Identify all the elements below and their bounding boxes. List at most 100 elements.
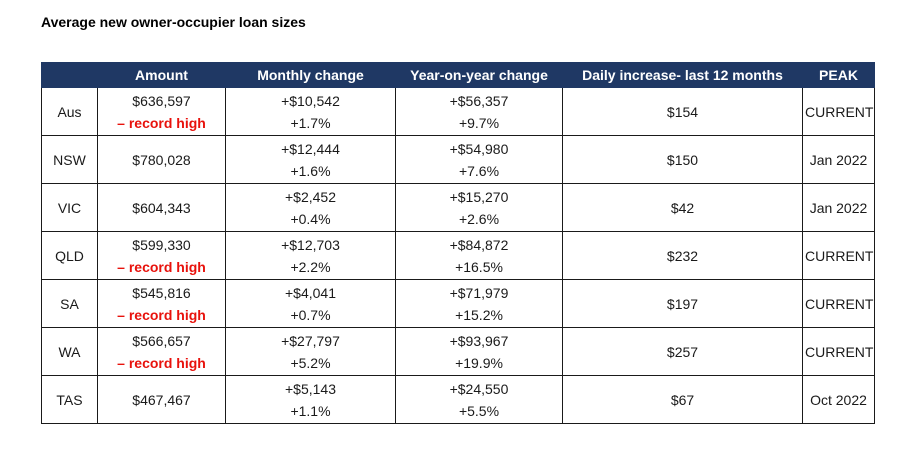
- monthly-change-dollar: +$12,703: [281, 236, 340, 253]
- monthly-change-cell: +$4,041 +0.7%: [225, 279, 396, 328]
- yoy-change-percent: +5.5%: [458, 402, 500, 419]
- amount-value: $604,343: [132, 199, 191, 216]
- peak-value: Jan 2022: [809, 199, 868, 216]
- amount-value: $599,330: [132, 236, 191, 253]
- region-cell: SA: [41, 279, 98, 328]
- region-label: SA: [60, 295, 79, 312]
- daily-increase-cell: $232: [562, 231, 803, 280]
- daily-increase-value: $154: [666, 103, 699, 120]
- region-cell: QLD: [41, 231, 98, 280]
- header-peak: PEAK: [802, 62, 875, 88]
- daily-increase-cell: $150: [562, 135, 803, 184]
- yoy-change-cell: +$54,980 +7.6%: [395, 135, 563, 184]
- amount-cell: $604,343: [97, 183, 226, 232]
- yoy-change-dollar: +$84,872: [449, 236, 509, 253]
- yoy-change-percent: +2.6%: [458, 210, 500, 227]
- peak-cell: CURRENT: [802, 327, 875, 376]
- table-row: NSW $780,028 +$12,444 +1.6% +$54,980 +7.6% $15…: [41, 135, 875, 184]
- daily-increase-value: $232: [666, 247, 699, 264]
- region-label: Aus: [57, 103, 82, 120]
- header-yoy-change: Year-on-year change: [395, 62, 563, 88]
- monthly-change-percent: +1.1%: [290, 402, 331, 419]
- monthly-change-dollar: +$4,041: [285, 284, 336, 301]
- yoy-change-dollar: +$15,270: [449, 188, 509, 205]
- daily-increase-value: $150: [666, 151, 699, 168]
- amount-cell: $467,467: [97, 375, 226, 424]
- record-high-label: – record high: [117, 306, 206, 323]
- yoy-change-percent: +15.2%: [455, 306, 503, 323]
- amount-value: $636,597: [132, 92, 191, 109]
- table-header-row: Amount Monthly change Year-on-year chang…: [41, 62, 875, 88]
- monthly-change-cell: +$12,703 +2.2%: [225, 231, 396, 280]
- daily-increase-value: $197: [666, 295, 699, 312]
- region-cell: VIC: [41, 183, 98, 232]
- yoy-change-dollar: +$71,979: [449, 284, 509, 301]
- monthly-change-cell: +$5,143 +1.1%: [225, 375, 396, 424]
- yoy-change-cell: +$84,872 +16.5%: [395, 231, 563, 280]
- yoy-change-percent: +16.5%: [455, 258, 503, 275]
- record-high-label: – record high: [117, 114, 206, 131]
- peak-value: CURRENT: [805, 295, 874, 312]
- peak-value: CURRENT: [805, 247, 874, 264]
- peak-cell: Jan 2022: [802, 183, 875, 232]
- peak-cell: CURRENT: [802, 231, 875, 280]
- daily-increase-value: $42: [670, 199, 695, 216]
- table-row: SA $545,816 – record high +$4,041 +0.7% +$71,…: [41, 279, 875, 328]
- table-row: TAS $467,467 +$5,143 +1.1% +$24,550 +5.5% $67 O…: [41, 375, 875, 424]
- table-row: WA $566,657 – record high +$27,797 +5.2% +$93…: [41, 327, 875, 376]
- region-label: VIC: [57, 199, 82, 216]
- header-region: [41, 62, 98, 88]
- monthly-change-cell: +$2,452 +0.4%: [225, 183, 396, 232]
- monthly-change-percent: +5.2%: [290, 354, 331, 371]
- daily-increase-cell: $154: [562, 87, 803, 136]
- daily-increase-cell: $197: [562, 279, 803, 328]
- yoy-change-cell: +$15,270 +2.6%: [395, 183, 563, 232]
- region-cell: WA: [41, 327, 98, 376]
- monthly-change-percent: +1.7%: [290, 114, 331, 131]
- yoy-change-cell: +$93,967 +19.9%: [395, 327, 563, 376]
- region-cell: TAS: [41, 375, 98, 424]
- peak-value: CURRENT: [805, 343, 874, 360]
- amount-cell: $599,330 – record high: [97, 231, 226, 280]
- daily-increase-cell: $42: [562, 183, 803, 232]
- monthly-change-cell: +$27,797 +5.2%: [225, 327, 396, 376]
- header-amount: Amount: [97, 62, 226, 88]
- yoy-change-percent: +9.7%: [458, 114, 500, 131]
- monthly-change-percent: +2.2%: [290, 258, 331, 275]
- amount-cell: $566,657 – record high: [97, 327, 226, 376]
- daily-increase-cell: $67: [562, 375, 803, 424]
- monthly-change-percent: +0.7%: [290, 306, 331, 323]
- table-row: Aus $636,597 – record high +$10,542 +1.7% +$5…: [41, 87, 875, 136]
- yoy-change-cell: +$71,979 +15.2%: [395, 279, 563, 328]
- peak-value: Jan 2022: [809, 151, 868, 168]
- yoy-change-cell: +$24,550 +5.5%: [395, 375, 563, 424]
- yoy-change-dollar: +$24,550: [449, 380, 509, 397]
- yoy-change-dollar: +$93,967: [449, 332, 509, 349]
- peak-cell: Jan 2022: [802, 135, 875, 184]
- peak-cell: CURRENT: [802, 87, 875, 136]
- amount-value: $545,816: [132, 284, 191, 301]
- amount-value: $566,657: [132, 332, 191, 349]
- monthly-change-cell: +$12,444 +1.6%: [225, 135, 396, 184]
- monthly-change-dollar: +$12,444: [281, 140, 340, 157]
- header-monthly-change: Monthly change: [225, 62, 396, 88]
- peak-value: CURRENT: [805, 103, 874, 120]
- page-title: Average new owner-occupier loan sizes: [41, 14, 306, 30]
- yoy-change-percent: +7.6%: [458, 162, 500, 179]
- daily-increase-cell: $257: [562, 327, 803, 376]
- monthly-change-dollar: +$27,797: [281, 332, 340, 349]
- monthly-change-dollar: +$5,143: [285, 380, 336, 397]
- region-cell: Aus: [41, 87, 98, 136]
- table-row: QLD $599,330 – record high +$12,703 +2.2% +$8…: [41, 231, 875, 280]
- region-label: NSW: [53, 151, 86, 168]
- daily-increase-value: $257: [666, 343, 699, 360]
- amount-cell: $780,028: [97, 135, 226, 184]
- table-row: VIC $604,343 +$2,452 +0.4% +$15,270 +2.6% $42 J…: [41, 183, 875, 232]
- daily-increase-value: $67: [670, 391, 695, 408]
- region-label: WA: [58, 343, 81, 360]
- header-daily-increase: Daily increase- last 12 months: [562, 62, 803, 88]
- yoy-change-dollar: +$56,357: [449, 92, 509, 109]
- yoy-change-cell: +$56,357 +9.7%: [395, 87, 563, 136]
- record-high-label: – record high: [117, 258, 206, 275]
- amount-cell: $636,597 – record high: [97, 87, 226, 136]
